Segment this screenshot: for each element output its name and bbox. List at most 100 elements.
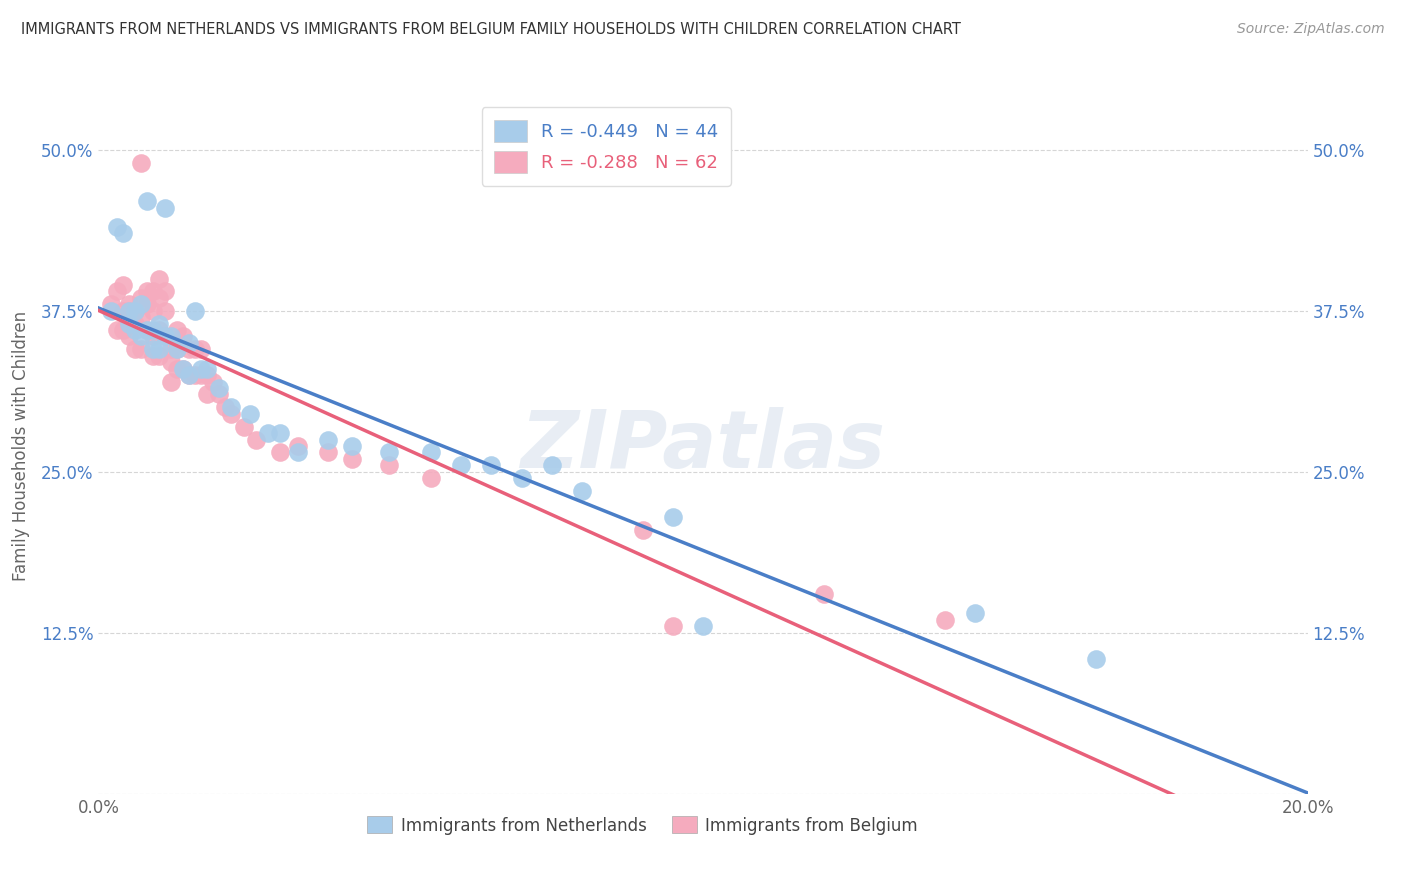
- Point: [105, 285, 128, 299]
- Point: [269, 445, 291, 459]
- Point: [190, 343, 212, 357]
- Point: [214, 401, 236, 415]
- Point: [111, 323, 134, 337]
- Point: [153, 329, 176, 343]
- Point: [129, 291, 152, 305]
- Point: [135, 323, 157, 337]
- Point: [111, 303, 134, 318]
- Point: [166, 343, 188, 357]
- Point: [661, 619, 683, 633]
- Point: [316, 445, 339, 459]
- Point: [142, 323, 165, 337]
- Point: [420, 471, 443, 485]
- Point: [153, 303, 176, 318]
- Point: [148, 323, 170, 337]
- Point: [148, 343, 170, 357]
- Point: [631, 523, 654, 537]
- Point: [202, 375, 225, 389]
- Point: [142, 303, 165, 318]
- Point: [221, 401, 243, 415]
- Point: [124, 323, 146, 337]
- Point: [124, 303, 146, 318]
- Point: [166, 323, 188, 337]
- Point: [184, 303, 207, 318]
- Point: [142, 343, 165, 357]
- Point: [377, 458, 399, 473]
- Point: [135, 323, 157, 337]
- Point: [118, 329, 141, 343]
- Point: [420, 445, 443, 459]
- Point: [124, 317, 146, 331]
- Point: [135, 194, 157, 209]
- Point: [1085, 651, 1108, 665]
- Point: [105, 323, 128, 337]
- Point: [256, 426, 278, 441]
- Point: [571, 484, 593, 499]
- Point: [342, 451, 364, 466]
- Point: [342, 439, 364, 453]
- Point: [287, 439, 309, 453]
- Point: [316, 433, 339, 447]
- Point: [105, 219, 128, 234]
- Point: [179, 335, 201, 350]
- Point: [153, 201, 176, 215]
- Point: [142, 349, 165, 363]
- Point: [166, 361, 188, 376]
- Point: [190, 361, 212, 376]
- Point: [377, 445, 399, 459]
- Point: [118, 303, 141, 318]
- Point: [172, 329, 194, 343]
- Point: [208, 387, 231, 401]
- Text: ZIPatlas: ZIPatlas: [520, 407, 886, 485]
- Point: [129, 343, 152, 357]
- Point: [135, 297, 157, 311]
- Point: [510, 471, 533, 485]
- Point: [179, 368, 201, 383]
- Point: [179, 343, 201, 357]
- Point: [450, 458, 472, 473]
- Point: [184, 343, 207, 357]
- Point: [221, 407, 243, 421]
- Point: [129, 155, 152, 169]
- Point: [153, 329, 176, 343]
- Point: [481, 458, 503, 473]
- Point: [195, 361, 218, 376]
- Text: Source: ZipAtlas.com: Source: ZipAtlas.com: [1237, 22, 1385, 37]
- Point: [934, 613, 956, 627]
- Point: [129, 329, 152, 343]
- Point: [124, 303, 146, 318]
- Point: [118, 317, 141, 331]
- Point: [142, 329, 165, 343]
- Point: [118, 297, 141, 311]
- Point: [148, 291, 170, 305]
- Point: [142, 285, 165, 299]
- Point: [287, 445, 309, 459]
- Text: IMMIGRANTS FROM NETHERLANDS VS IMMIGRANTS FROM BELGIUM FAMILY HOUSEHOLDS WITH CH: IMMIGRANTS FROM NETHERLANDS VS IMMIGRANT…: [21, 22, 960, 37]
- Point: [111, 227, 134, 241]
- Point: [239, 407, 262, 421]
- Point: [661, 509, 683, 524]
- Point: [160, 375, 183, 389]
- Point: [166, 343, 188, 357]
- Point: [172, 361, 194, 376]
- Point: [129, 310, 152, 325]
- Point: [195, 387, 218, 401]
- Point: [129, 297, 152, 311]
- Point: [160, 329, 183, 343]
- Point: [208, 381, 231, 395]
- Point: [124, 343, 146, 357]
- Point: [148, 349, 170, 363]
- Point: [160, 343, 183, 357]
- Point: [135, 285, 157, 299]
- Legend: Immigrants from Netherlands, Immigrants from Belgium: Immigrants from Netherlands, Immigrants …: [361, 810, 924, 841]
- Point: [100, 303, 122, 318]
- Point: [179, 368, 201, 383]
- Point: [245, 433, 267, 447]
- Point: [184, 368, 207, 383]
- Point: [153, 285, 176, 299]
- Point: [172, 361, 194, 376]
- Point: [965, 607, 987, 621]
- Point: [160, 355, 183, 369]
- Point: [692, 619, 714, 633]
- Point: [195, 368, 218, 383]
